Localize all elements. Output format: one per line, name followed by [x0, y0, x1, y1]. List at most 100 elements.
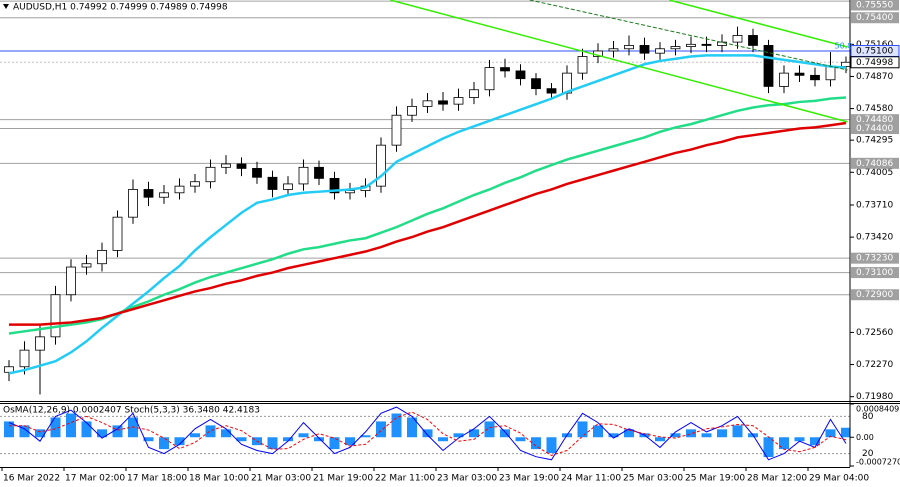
osma-bar	[345, 437, 355, 446]
osma-bar	[314, 437, 324, 442]
osma-bar	[81, 421, 92, 438]
candle-body	[267, 176, 278, 190]
y2-tick-label: 80	[862, 412, 874, 422]
candle-body	[407, 105, 417, 116]
osma-bar	[624, 429, 634, 438]
y2-tick-label: 20	[862, 449, 874, 459]
candle-body	[810, 74, 820, 81]
osma-bar	[360, 435, 371, 438]
candle-body	[748, 35, 758, 46]
candle-body	[391, 114, 402, 146]
indicator-title: OsMA(12,26,9) 0.0002407 Stoch(5,3,3) 36.…	[3, 406, 260, 416]
candle-body	[546, 88, 557, 94]
y-tick-label: -0.0007270	[856, 458, 900, 467]
candle-body	[190, 181, 200, 187]
candle-body	[50, 294, 61, 338]
y-tick-label: 0.71980	[856, 392, 893, 402]
osma-bar	[608, 433, 619, 438]
osma-bar	[391, 413, 402, 438]
trendline	[669, 0, 848, 48]
osma-bar	[453, 433, 464, 438]
osma-bar	[329, 437, 340, 450]
candle-body	[81, 263, 92, 268]
osma-bar	[112, 425, 123, 438]
candle-body	[794, 72, 805, 76]
osma-bar	[825, 429, 836, 438]
candle-body	[97, 250, 107, 265]
level-box	[851, 267, 899, 279]
osma-bar	[422, 429, 433, 438]
candle-body	[205, 166, 216, 183]
level-label: 0.73100	[856, 268, 893, 278]
moving-average	[8, 96, 847, 335]
level-label: 0.74400	[856, 124, 893, 134]
osma-bar	[701, 433, 712, 438]
level-box	[851, 12, 899, 24]
y-tick-label: 0.74295	[856, 136, 893, 146]
x-tick-label: 25 Mar 03:00	[623, 474, 683, 484]
indicator-panel	[0, 406, 850, 461]
osma-bar	[810, 437, 820, 446]
level-label: 0.72900	[856, 290, 893, 300]
candle-body	[453, 97, 464, 105]
candle-body	[624, 45, 634, 50]
osma-bar	[732, 425, 743, 438]
level-label: 0.75100	[856, 46, 893, 56]
osma-bar	[221, 429, 231, 438]
level-box	[851, 289, 899, 301]
x-tick-label: 18 Mar 10:00	[189, 474, 249, 484]
level-label: 0.74480	[856, 115, 893, 125]
osma-bar	[515, 437, 526, 442]
candle-body	[531, 78, 541, 90]
osma-bar	[35, 429, 45, 438]
moving-average	[8, 54, 847, 375]
y-tick-label: 0.74580	[856, 104, 893, 114]
candle-body	[159, 192, 169, 198]
candle-body	[500, 67, 510, 72]
osma-bar	[50, 417, 61, 438]
osma-bar	[159, 437, 169, 450]
level-label: 0.75550	[856, 1, 893, 11]
x-tick-label: 24 Mar 11:00	[561, 474, 621, 484]
symbol-icon	[3, 4, 9, 9]
candle-body	[639, 45, 650, 54]
y-tick-label: 0.72270	[856, 360, 893, 370]
candle-body	[841, 61, 850, 67]
last-price-label: 0.74998	[856, 58, 893, 68]
candle-body	[236, 163, 247, 169]
x-tick-label: 28 Mar 12:00	[747, 474, 807, 484]
candle-body	[438, 100, 448, 105]
osma-bar	[205, 425, 216, 438]
level-box	[851, 252, 899, 264]
osma-bar	[236, 437, 247, 442]
candle-body	[143, 189, 154, 198]
osma-bar	[794, 437, 805, 442]
candle-body	[825, 66, 836, 81]
moving-average	[9, 121, 847, 326]
candle-body	[701, 43, 712, 46]
level-label: 0.74086	[856, 159, 893, 169]
osma-bar	[717, 429, 727, 438]
osma-bar	[143, 437, 154, 442]
candle-body	[298, 166, 309, 185]
osma-bar	[190, 433, 200, 438]
osma-bar	[376, 421, 386, 438]
candle-body	[66, 266, 76, 296]
level-box	[851, 0, 899, 11]
osma-bar	[593, 425, 603, 438]
osma-bar	[655, 437, 665, 442]
fib-label: 50.0	[835, 41, 853, 50]
osma-bar	[4, 421, 14, 438]
osma-bar	[546, 437, 557, 454]
candle-body	[422, 100, 433, 107]
y-tick-label: 0.72560	[856, 328, 893, 338]
candle-body	[128, 189, 138, 218]
osma-bar	[841, 427, 850, 438]
candle-body	[670, 46, 681, 50]
candle-body	[174, 185, 185, 194]
candle-body	[515, 70, 526, 80]
osma-bar	[298, 433, 309, 438]
candle-body	[35, 336, 45, 351]
